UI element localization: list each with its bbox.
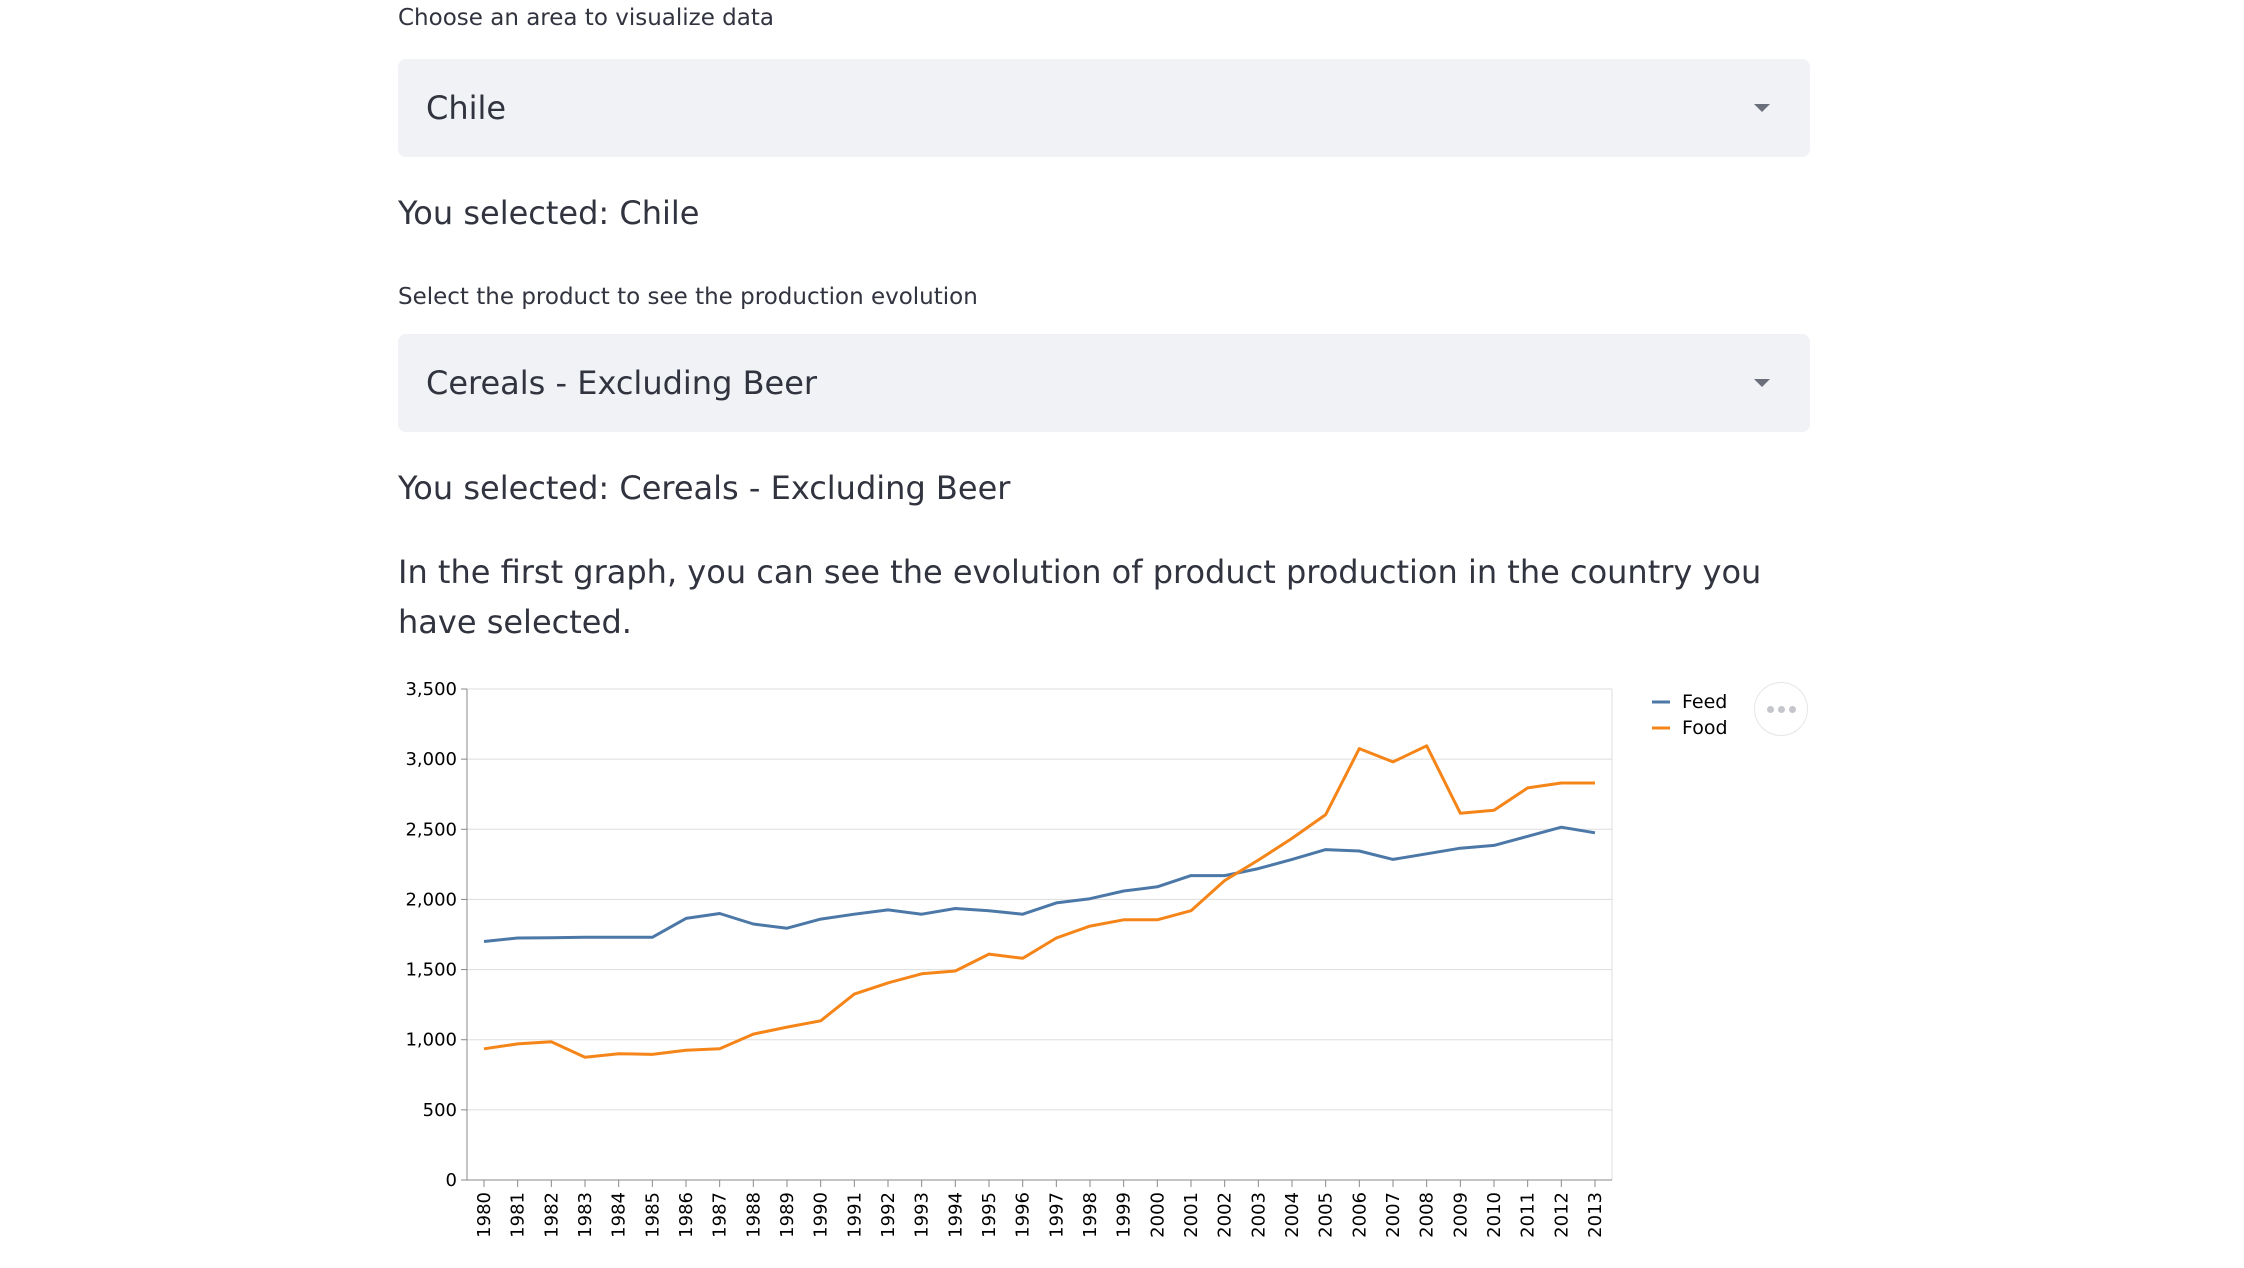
x-tick-label: 2003 [1248, 1192, 1269, 1238]
x-tick-label: 1990 [811, 1192, 832, 1238]
x-tick-label: 2012 [1551, 1192, 1572, 1238]
menu-dot [1788, 705, 1796, 713]
x-tick-label: 1992 [878, 1192, 899, 1238]
product-selected-text: You selected: Cereals - Excluding Beer [398, 469, 1011, 507]
y-tick-label: 3,500 [405, 679, 457, 700]
x-tick-label: 1986 [676, 1192, 697, 1238]
menu-dot [1766, 705, 1774, 713]
x-tick-label: 2009 [1450, 1192, 1471, 1238]
y-tick-label: 1,500 [405, 960, 457, 981]
y-tick-label: 0 [446, 1170, 457, 1191]
legend-label-feed: Feed [1682, 691, 1727, 713]
x-tick-label: 1997 [1046, 1192, 1067, 1238]
x-tick-label: 1994 [945, 1192, 966, 1238]
x-tick-label: 2000 [1147, 1192, 1168, 1238]
legend-label-food: Food [1682, 717, 1728, 739]
x-tick-label: 1991 [844, 1192, 865, 1238]
x-tick-label: 2013 [1585, 1192, 1606, 1238]
x-tick-label: 1984 [609, 1192, 630, 1238]
x-tick-label: 2008 [1417, 1192, 1438, 1238]
x-tick-label: 2011 [1518, 1192, 1539, 1238]
area-select-value: Chile [426, 89, 507, 127]
area-select[interactable]: Chile [398, 59, 1810, 157]
series-line-feed [483, 825, 1596, 943]
y-tick-label: 500 [423, 1100, 457, 1121]
product-select[interactable]: Cereals - Excluding Beer [398, 334, 1810, 432]
x-tick-label: 1980 [474, 1192, 495, 1238]
product-select-value: Cereals - Excluding Beer [426, 364, 818, 402]
x-tick-label: 1996 [1013, 1192, 1034, 1238]
x-tick-label: 1998 [1080, 1192, 1101, 1238]
x-tick-label: 1987 [710, 1192, 731, 1238]
series-line-food [483, 744, 1595, 1059]
description-text: In the first graph, you can see the evol… [398, 553, 1762, 641]
chevron-down-icon [1754, 379, 1770, 387]
x-tick-label: 2010 [1484, 1192, 1505, 1238]
menu-dot [1777, 705, 1785, 713]
x-tick-label: 2007 [1383, 1192, 1404, 1238]
area-selected-text: You selected: Chile [398, 194, 700, 232]
x-tick-label: 1988 [743, 1192, 764, 1238]
x-tick-label: 1993 [912, 1192, 933, 1238]
x-tick-label: 2004 [1282, 1192, 1303, 1238]
chart-svg: 0 500 1,000 1,500 2,000 2,500 3,000 3,500 1980 19… [405, 679, 1728, 1238]
x-tick-label: 1989 [777, 1192, 798, 1238]
x-tick-label: 1985 [642, 1192, 663, 1238]
y-tick-label: 2,500 [405, 819, 457, 840]
x-tick-label: 1982 [541, 1192, 562, 1238]
x-tick-label: 1999 [1114, 1192, 1135, 1238]
x-tick-label: 1983 [575, 1192, 596, 1238]
area-select-label: Choose an area to visualize data [398, 5, 774, 31]
y-tick-label: 2,000 [405, 889, 457, 910]
x-tick-label: 2005 [1316, 1192, 1337, 1238]
y-tick-label: 1,000 [405, 1030, 457, 1051]
production-line-chart: 0 500 1,000 1,500 2,000 2,500 3,000 3,500 1980 19… [380, 668, 1830, 1264]
x-tick-label: 2006 [1349, 1192, 1370, 1238]
x-tick-label: 1981 [508, 1192, 529, 1238]
x-tick-label: 2002 [1215, 1192, 1236, 1238]
x-tick-label: 2001 [1181, 1192, 1202, 1238]
product-select-label: Select the product to see the production… [398, 284, 978, 310]
x-tick-label: 1995 [979, 1192, 1000, 1238]
more-horizontal-icon[interactable] [1754, 682, 1808, 736]
y-tick-label: 3,000 [405, 749, 457, 770]
chevron-down-icon [1754, 104, 1770, 112]
